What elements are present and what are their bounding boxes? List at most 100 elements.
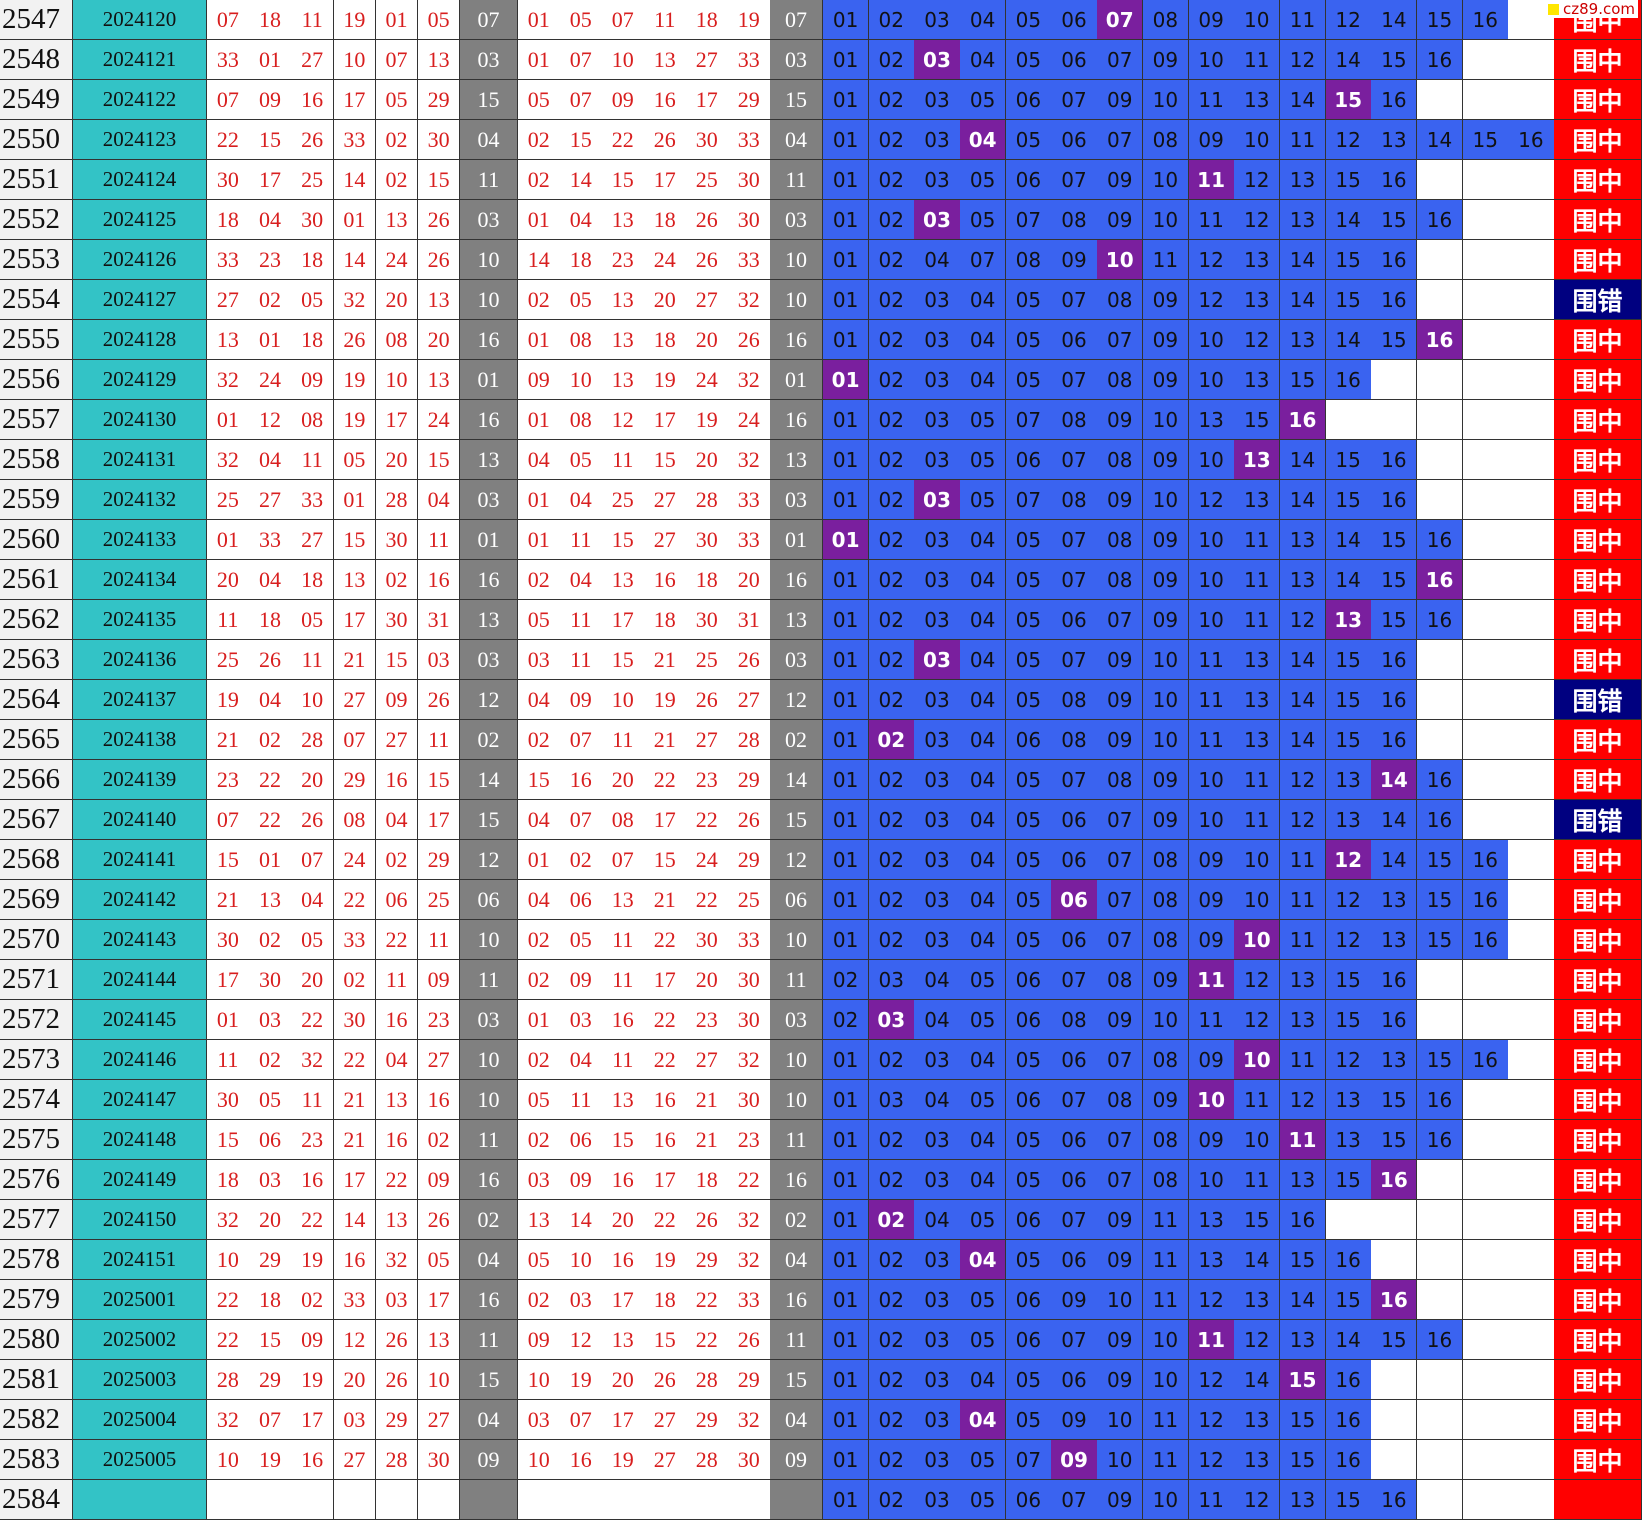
issue-number: 2024149 bbox=[73, 1160, 207, 1200]
sorted-number: 12 bbox=[602, 400, 645, 440]
pool-number: 10 bbox=[1188, 320, 1235, 360]
draw-number: 20 bbox=[375, 280, 419, 320]
draw-number: 17 bbox=[333, 80, 377, 120]
special-number: 16 bbox=[460, 400, 518, 440]
draw-number: 30 bbox=[207, 160, 250, 200]
pool-number-hit: 16 bbox=[1416, 560, 1464, 600]
sorted-number: 29 bbox=[728, 840, 771, 880]
pool-number: 15 bbox=[1371, 520, 1418, 560]
empty-cell bbox=[1508, 680, 1555, 720]
pool-number: 07 bbox=[1051, 1480, 1098, 1520]
pool-number: 15 bbox=[1325, 1280, 1372, 1320]
result: 围中 bbox=[1554, 1280, 1642, 1320]
draw-number: 29 bbox=[249, 1360, 292, 1400]
draw-number: 13 bbox=[249, 880, 292, 920]
special-number: 10 bbox=[770, 1040, 823, 1080]
issue-number: 2024130 bbox=[73, 400, 207, 440]
pool-number: 14 bbox=[1234, 1360, 1281, 1400]
result: 围中 bbox=[1554, 320, 1642, 360]
sorted-number: 30 bbox=[728, 200, 771, 240]
pool-number: 02 bbox=[868, 1040, 915, 1080]
sorted-number: 03 bbox=[560, 1000, 603, 1040]
special-number: 01 bbox=[460, 360, 518, 400]
draw-number: 22 bbox=[291, 1200, 334, 1240]
pool-number: 02 bbox=[868, 560, 915, 600]
draw-number: 18 bbox=[291, 240, 334, 280]
pool-number: 02 bbox=[823, 1000, 870, 1040]
pool-number: 12 bbox=[1234, 1480, 1281, 1520]
pool-number: 10 bbox=[1142, 80, 1189, 120]
row-number: 2565 bbox=[0, 720, 73, 760]
issue-number: 2025003 bbox=[73, 1360, 207, 1400]
empty-cell bbox=[1462, 240, 1509, 280]
sorted-number: 10 bbox=[560, 1240, 603, 1280]
pool-number: 06 bbox=[1005, 1200, 1052, 1240]
pool-number: 01 bbox=[823, 440, 870, 480]
row-number: 2558 bbox=[0, 440, 73, 480]
pool-number: 01 bbox=[823, 1400, 870, 1440]
pool-number: 10 bbox=[1188, 360, 1235, 400]
sorted-number: 07 bbox=[560, 800, 603, 840]
row-number: 2553 bbox=[0, 240, 73, 280]
sorted-number: 17 bbox=[602, 1280, 645, 1320]
draw-number: 19 bbox=[249, 1440, 292, 1480]
draw-number: 20 bbox=[291, 960, 334, 1000]
pool-number: 10 bbox=[1234, 1120, 1281, 1160]
empty-cell bbox=[1416, 400, 1464, 440]
pool-number: 04 bbox=[960, 800, 1007, 840]
draw-number: 19 bbox=[291, 1240, 334, 1280]
empty-cell bbox=[1371, 1200, 1418, 1240]
draw-number: 27 bbox=[333, 1440, 377, 1480]
empty-cell bbox=[1416, 1440, 1464, 1480]
pool-number: 09 bbox=[1188, 120, 1235, 160]
draw-number: 20 bbox=[207, 560, 250, 600]
pool-number: 04 bbox=[960, 1360, 1007, 1400]
pool-number: 05 bbox=[1005, 1160, 1052, 1200]
pool-number: 02 bbox=[868, 320, 915, 360]
issue-number: 2024127 bbox=[73, 280, 207, 320]
draw-number: 18 bbox=[249, 1280, 292, 1320]
sorted-number: 24 bbox=[686, 360, 729, 400]
pool-number: 02 bbox=[868, 480, 915, 520]
pool-number: 09 bbox=[1097, 80, 1144, 120]
pool-number: 14 bbox=[1279, 1280, 1327, 1320]
pool-number: 12 bbox=[1325, 0, 1372, 40]
pool-number: 05 bbox=[1005, 760, 1052, 800]
pool-number: 13 bbox=[1279, 200, 1327, 240]
pool-number: 05 bbox=[1005, 120, 1052, 160]
pool-number: 01 bbox=[823, 1280, 870, 1320]
sorted-number: 30 bbox=[728, 1080, 771, 1120]
pool-number: 05 bbox=[960, 1280, 1007, 1320]
draw-number: 26 bbox=[333, 320, 377, 360]
pool-number: 13 bbox=[1279, 160, 1327, 200]
pool-number: 03 bbox=[914, 400, 961, 440]
pool-number: 13 bbox=[1234, 280, 1281, 320]
pool-number: 15 bbox=[1371, 1080, 1418, 1120]
sorted-number: 28 bbox=[686, 1440, 729, 1480]
issue-number: 2024133 bbox=[73, 520, 207, 560]
sorted-number: 30 bbox=[686, 600, 729, 640]
draw-number: 01 bbox=[207, 520, 250, 560]
draw-number: 03 bbox=[333, 1400, 377, 1440]
empty-cell bbox=[1508, 1000, 1555, 1040]
pool-number: 13 bbox=[1325, 1120, 1372, 1160]
result: 围中 bbox=[1554, 1240, 1642, 1280]
sorted-number: 32 bbox=[728, 1240, 771, 1280]
pool-number: 10 bbox=[1234, 0, 1281, 40]
draw-number: 11 bbox=[207, 600, 250, 640]
sorted-number: 32 bbox=[728, 280, 771, 320]
row-number: 2552 bbox=[0, 200, 73, 240]
pool-number: 14 bbox=[1325, 200, 1372, 240]
draw-number: 04 bbox=[249, 200, 292, 240]
pool-number: 10 bbox=[1234, 880, 1281, 920]
pool-number: 03 bbox=[914, 760, 961, 800]
issue-number: 2024135 bbox=[73, 600, 207, 640]
result: 围中 bbox=[1554, 520, 1642, 560]
result: 围中 bbox=[1554, 920, 1642, 960]
sorted-number: 16 bbox=[644, 1080, 687, 1120]
result: 围中 bbox=[1554, 640, 1642, 680]
empty-cell bbox=[1462, 360, 1509, 400]
special-number: 15 bbox=[770, 800, 823, 840]
sorted-number: 19 bbox=[560, 1360, 603, 1400]
sorted-number: 05 bbox=[518, 1240, 561, 1280]
